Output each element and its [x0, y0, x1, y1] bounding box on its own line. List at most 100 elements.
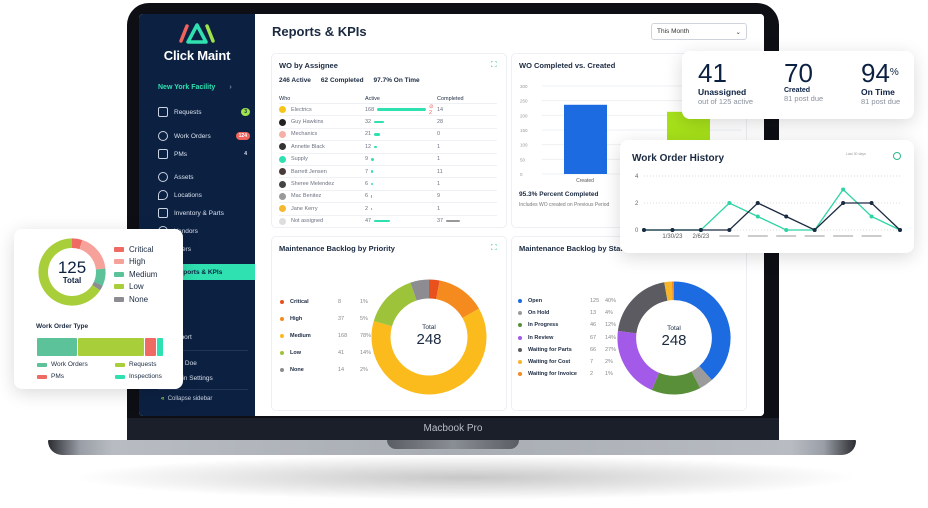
segment-requests	[78, 338, 144, 356]
table-row[interactable]: Sheree Melendez 6 1	[279, 178, 497, 191]
card-title: WO Completed vs. Created	[519, 61, 616, 70]
waiting-for-parts-icon	[518, 347, 522, 352]
wrench-icon	[158, 131, 168, 141]
waiting-for-invoice-icon	[518, 372, 522, 377]
kpi-on-time: 94% On Time 81 post due	[861, 58, 901, 106]
table-row[interactable]: Jane Kerry 2 1	[279, 203, 497, 216]
sidebar-divider	[158, 350, 248, 351]
avatar	[279, 106, 286, 114]
work-order-type-legend: Work Orders Requests PMs Inspections	[37, 361, 187, 380]
avatar	[279, 130, 286, 138]
legend-requests: Requests	[115, 361, 185, 368]
facility-selector[interactable]: New York Facility ›	[158, 84, 232, 91]
legend-row: Low	[114, 281, 157, 294]
legend-row: On Hold 13 4%	[518, 307, 616, 319]
avatar	[279, 205, 286, 213]
sidebar-divider	[158, 389, 248, 390]
kpi-summary-card: 41 Unassigned out of 125 active 70 Creat…	[682, 51, 914, 119]
legend-row: None 14 2%	[280, 361, 371, 378]
work-order-type-title: Work Order Type	[36, 323, 89, 330]
active-bar	[371, 207, 373, 211]
table-row[interactable]: Electrics 168 ⊘ 2 14	[279, 104, 497, 117]
period-select[interactable]: This Month ⌄	[651, 23, 747, 40]
admin-settings-link[interactable]: Admin Settings	[169, 374, 213, 382]
legend-row: Critical 8 1%	[280, 293, 371, 310]
active-bar	[374, 120, 385, 124]
expand-icon[interactable]: ⛶	[491, 243, 497, 252]
priority-backlog-card: Maintenance Backlog by Priority ⛶ Critic…	[271, 236, 507, 411]
page-title: Reports & KPIs	[272, 24, 367, 39]
device-label: Macbook Pro	[423, 423, 483, 434]
status-donut-chart	[617, 281, 731, 395]
active-bar	[374, 219, 391, 223]
legend-row: Waiting for Parts 66 27%	[518, 344, 616, 356]
legend-work-orders: Work Orders	[37, 361, 115, 368]
svg-text:4: 4	[635, 174, 639, 180]
avatar	[279, 217, 286, 225]
legend-row: Open 125 40%	[518, 295, 616, 307]
sidebar-item-work-orders[interactable]: Work Orders 124	[158, 130, 250, 142]
sidebar-item-inventory[interactable]: Inventory & Parts	[158, 207, 250, 219]
kpi-created: 70 Created 81 post due	[784, 58, 824, 103]
app-logo[interactable]: Click Maint	[139, 22, 255, 63]
active-bar	[377, 108, 426, 111]
collapse-sidebar-button[interactable]: « Collapse sidebar	[161, 396, 213, 402]
table-row[interactable]: Not assigned 47 37	[279, 216, 497, 228]
priority-overview-card: 125 Total Critical High Medium Low None Work…	[14, 229, 183, 389]
active-bar	[374, 133, 381, 136]
donut-total: Total 248	[661, 325, 687, 349]
legend-row: In Progress 46 12%	[518, 319, 616, 331]
collapse-chevron-icon: «	[161, 396, 165, 402]
laptop-shadow	[70, 455, 860, 500]
sidebar-item-assets[interactable]: Assets	[158, 171, 250, 183]
avatar	[279, 168, 286, 176]
legend-row: Waiting for Invoice 2 1%	[518, 368, 616, 380]
avatar	[279, 118, 286, 126]
checklist-icon	[158, 149, 168, 159]
svg-text:2: 2	[635, 201, 639, 207]
avatar	[279, 192, 286, 200]
app-name: Click Maint	[163, 48, 231, 63]
donut-total: 125 Total	[57, 258, 87, 285]
expand-icon[interactable]: ⛶	[491, 60, 497, 69]
status-backlog-card: Maintenance Backlog by Status Open 125 40%…	[511, 236, 747, 411]
sidebar-item-pms[interactable]: PMs 4	[158, 148, 250, 160]
settings-icon[interactable]	[893, 152, 901, 160]
assignee-stats: 246 Active 62 Completed 97.7% On Time	[279, 77, 420, 84]
table-row[interactable]: Mac Benitez 6 9	[279, 191, 497, 204]
assets-icon	[158, 172, 168, 182]
svg-text:100: 100	[520, 143, 528, 148]
sidebar-item-reports[interactable]: Reports & KPIs	[165, 264, 265, 280]
work-order-history-card: Work Order History Last 30 days 0 2 4 1/30/…	[620, 140, 914, 253]
legend-row: Medium	[114, 268, 157, 281]
table-row[interactable]: Annette Black 12 1	[279, 141, 497, 154]
in-review-icon	[518, 335, 522, 340]
legend-row: In Review 67 14%	[518, 332, 616, 344]
table-row[interactable]: Barrett Jensen 7 11	[279, 166, 497, 179]
assignee-table: Who Active Completed Electrics 168 ⊘ 2 14…	[279, 94, 497, 228]
donut-total: Total 248	[416, 324, 442, 348]
table-row[interactable]: Guy Hawkins 32 28	[279, 116, 497, 129]
percent-completed: 95.3% Percent Completed	[519, 191, 599, 198]
card-title: Maintenance Backlog by Status	[519, 244, 632, 253]
segment-pms	[145, 338, 156, 356]
svg-text:150: 150	[520, 128, 528, 133]
card-title: Maintenance Backlog by Priority	[279, 244, 395, 253]
table-row[interactable]: Supply 9 1	[279, 154, 497, 166]
location-pin-icon	[158, 190, 168, 200]
svg-text:50: 50	[520, 157, 526, 162]
avatar	[279, 143, 286, 151]
table-row[interactable]: Mechanics 21 0	[279, 129, 497, 142]
segment-inspections	[157, 338, 163, 356]
status-legend: Open 125 40% On Hold 13 4% In Progress 46 12% In …	[518, 295, 616, 380]
history-line-chart: 0 2 4 1/30/23 2/6/23	[635, 174, 902, 240]
sidebar-item-requests[interactable]: Requests 3	[158, 106, 250, 118]
requests-badge: 3	[241, 108, 250, 116]
work-orders-badge: 124	[235, 132, 250, 140]
svg-text:250: 250	[520, 99, 528, 104]
waiting-for-cost-icon	[518, 360, 522, 365]
priority-donut-chart	[371, 279, 487, 395]
sidebar-item-locations[interactable]: Locations	[158, 189, 250, 201]
avatar	[279, 155, 286, 163]
